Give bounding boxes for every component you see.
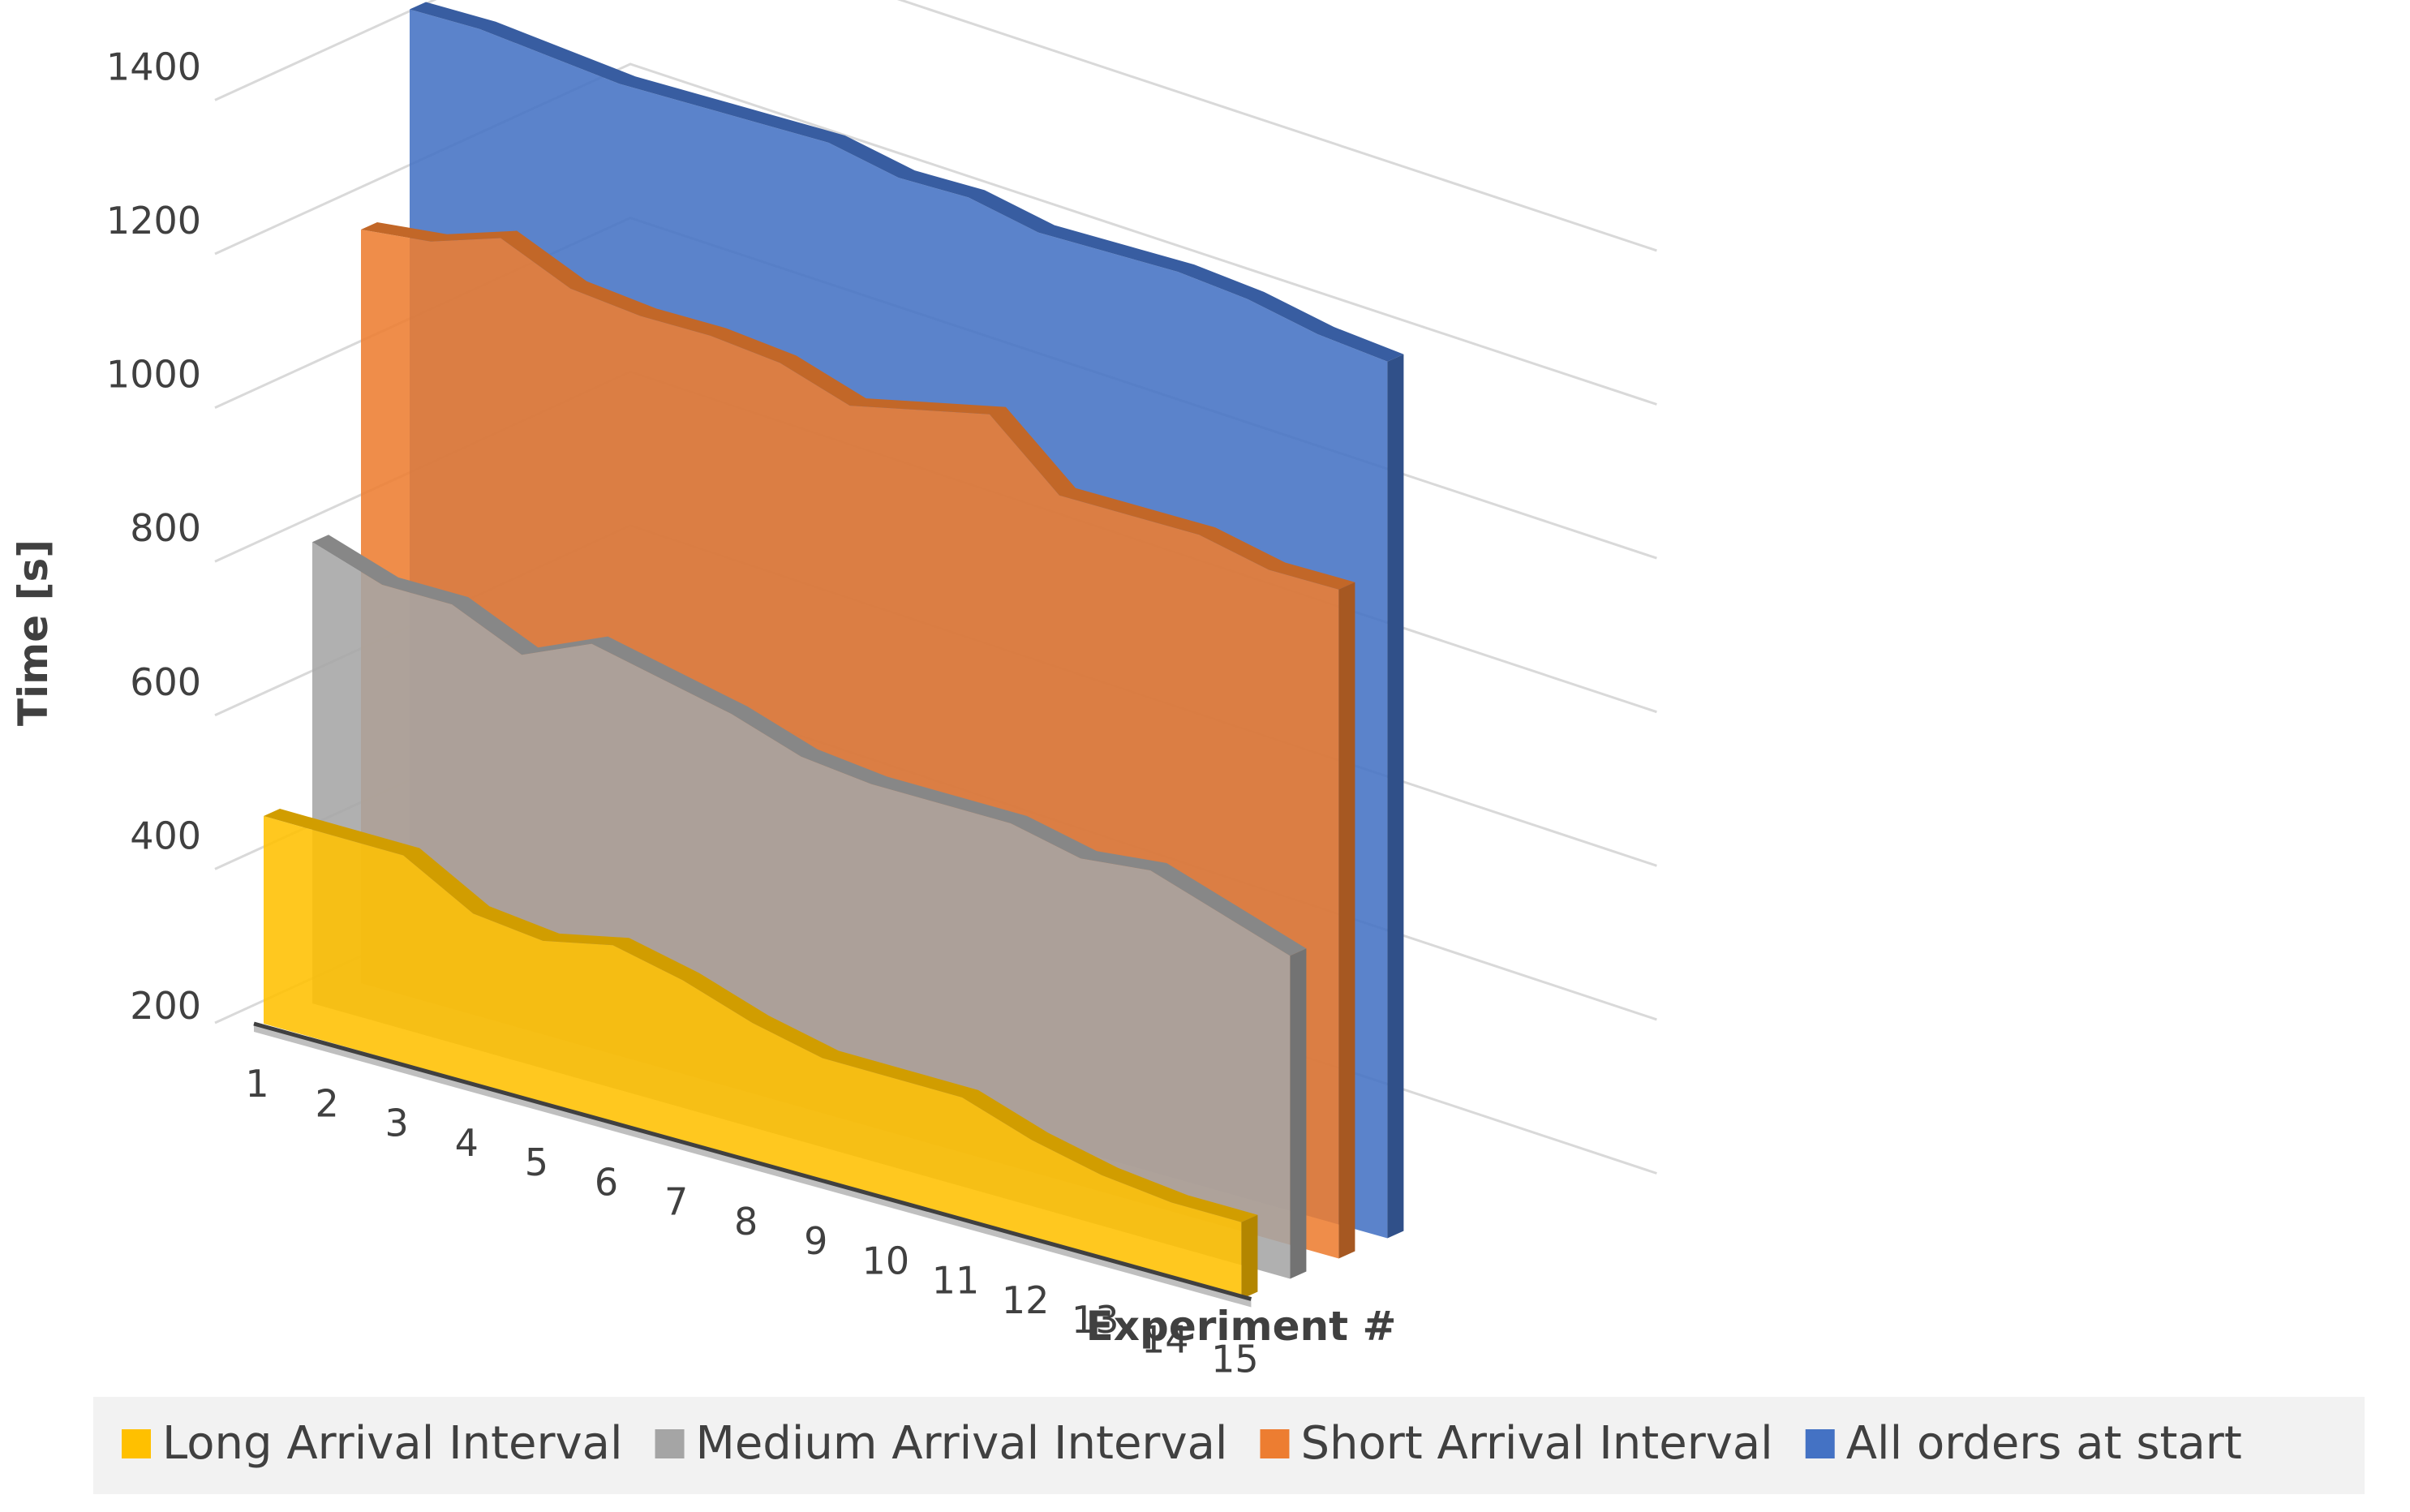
x-tick-labels: 1 2 3 4 5 6 7 8 9 10 11 12 13 14 15 [245,1062,1258,1381]
legend-item-medium-arrival-interval: Medium Arrival Interval [655,1417,1228,1470]
y-tick-1200: 1200 [106,199,201,243]
legend-swatch [122,1429,151,1458]
y-tick-labels: 200 400 600 800 1000 1200 1400 [106,45,201,1028]
y-tick-800: 800 [130,506,201,550]
x-tick-5: 5 [525,1140,548,1184]
x-tick-13: 13 [1072,1298,1119,1342]
legend-background [93,1397,2365,1494]
x-tick-14: 14 [1141,1317,1189,1361]
y-tick-400: 400 [130,814,201,857]
top-edge-all-orders-at-start [410,2,1404,362]
end-cap-short-arrival-interval [1338,582,1355,1259]
legend-swatch [1260,1429,1290,1458]
x-tick-6: 6 [595,1160,618,1204]
x-tick-9: 9 [804,1219,827,1263]
x-axis-line [253,1021,1252,1301]
gridline [214,0,1657,252]
x-tick-3: 3 [385,1102,409,1145]
area-long-arrival-interval [264,816,1242,1299]
x-tick-15: 15 [1211,1338,1259,1381]
top-edge-long-arrival-interval [264,809,1258,1222]
legend: Long Arrival Interval Medium Arrival Inte… [93,1397,2365,1494]
y-tick-600: 600 [130,660,201,704]
x-tick-10: 10 [862,1239,910,1282]
legend-item-all-orders-at-start: All orders at start [1805,1417,2242,1470]
y-axis-title: Time [s] [10,539,57,726]
legend-label: Medium Arrival Interval [696,1417,1228,1470]
x-tick-11: 11 [932,1259,980,1303]
legend-item-short-arrival-interval: Short Arrival Interval [1260,1417,1773,1470]
legend-label: Long Arrival Interval [162,1417,623,1470]
x-tick-12: 12 [1002,1278,1050,1322]
y-tick-200: 200 [130,984,201,1028]
legend-swatch [1805,1429,1835,1458]
area-medium-arrival-interval [312,542,1291,1279]
series-layer [264,2,1404,1299]
end-cap-all-orders-at-start [1387,354,1404,1239]
legend-label: All orders at start [1846,1417,2242,1470]
end-cap-long-arrival-interval [1241,1214,1258,1299]
x-tick-7: 7 [664,1180,688,1224]
y-tick-1400: 1400 [106,45,201,88]
x-tick-8: 8 [734,1200,758,1244]
x-axis-title: Experiment # [1086,1303,1397,1350]
y-tick-1000: 1000 [106,353,201,397]
x-tick-1: 1 [245,1062,268,1106]
end-cap-medium-arrival-interval [1290,948,1307,1279]
legend-label: Short Arrival Interval [1300,1417,1772,1470]
x-tick-4: 4 [455,1121,479,1165]
series-medium-arrival-interval [312,535,1307,1279]
gridline [214,62,1657,406]
top-edge-short-arrival-interval [361,221,1355,590]
top-edge-medium-arrival-interval [312,535,1307,956]
legend-swatch [655,1429,685,1458]
legend-item-long-arrival-interval: Long Arrival Interval [122,1417,623,1470]
x-tick-2: 2 [315,1081,338,1125]
series-long-arrival-interval [264,809,1258,1299]
floor-layer [253,1021,1252,1308]
